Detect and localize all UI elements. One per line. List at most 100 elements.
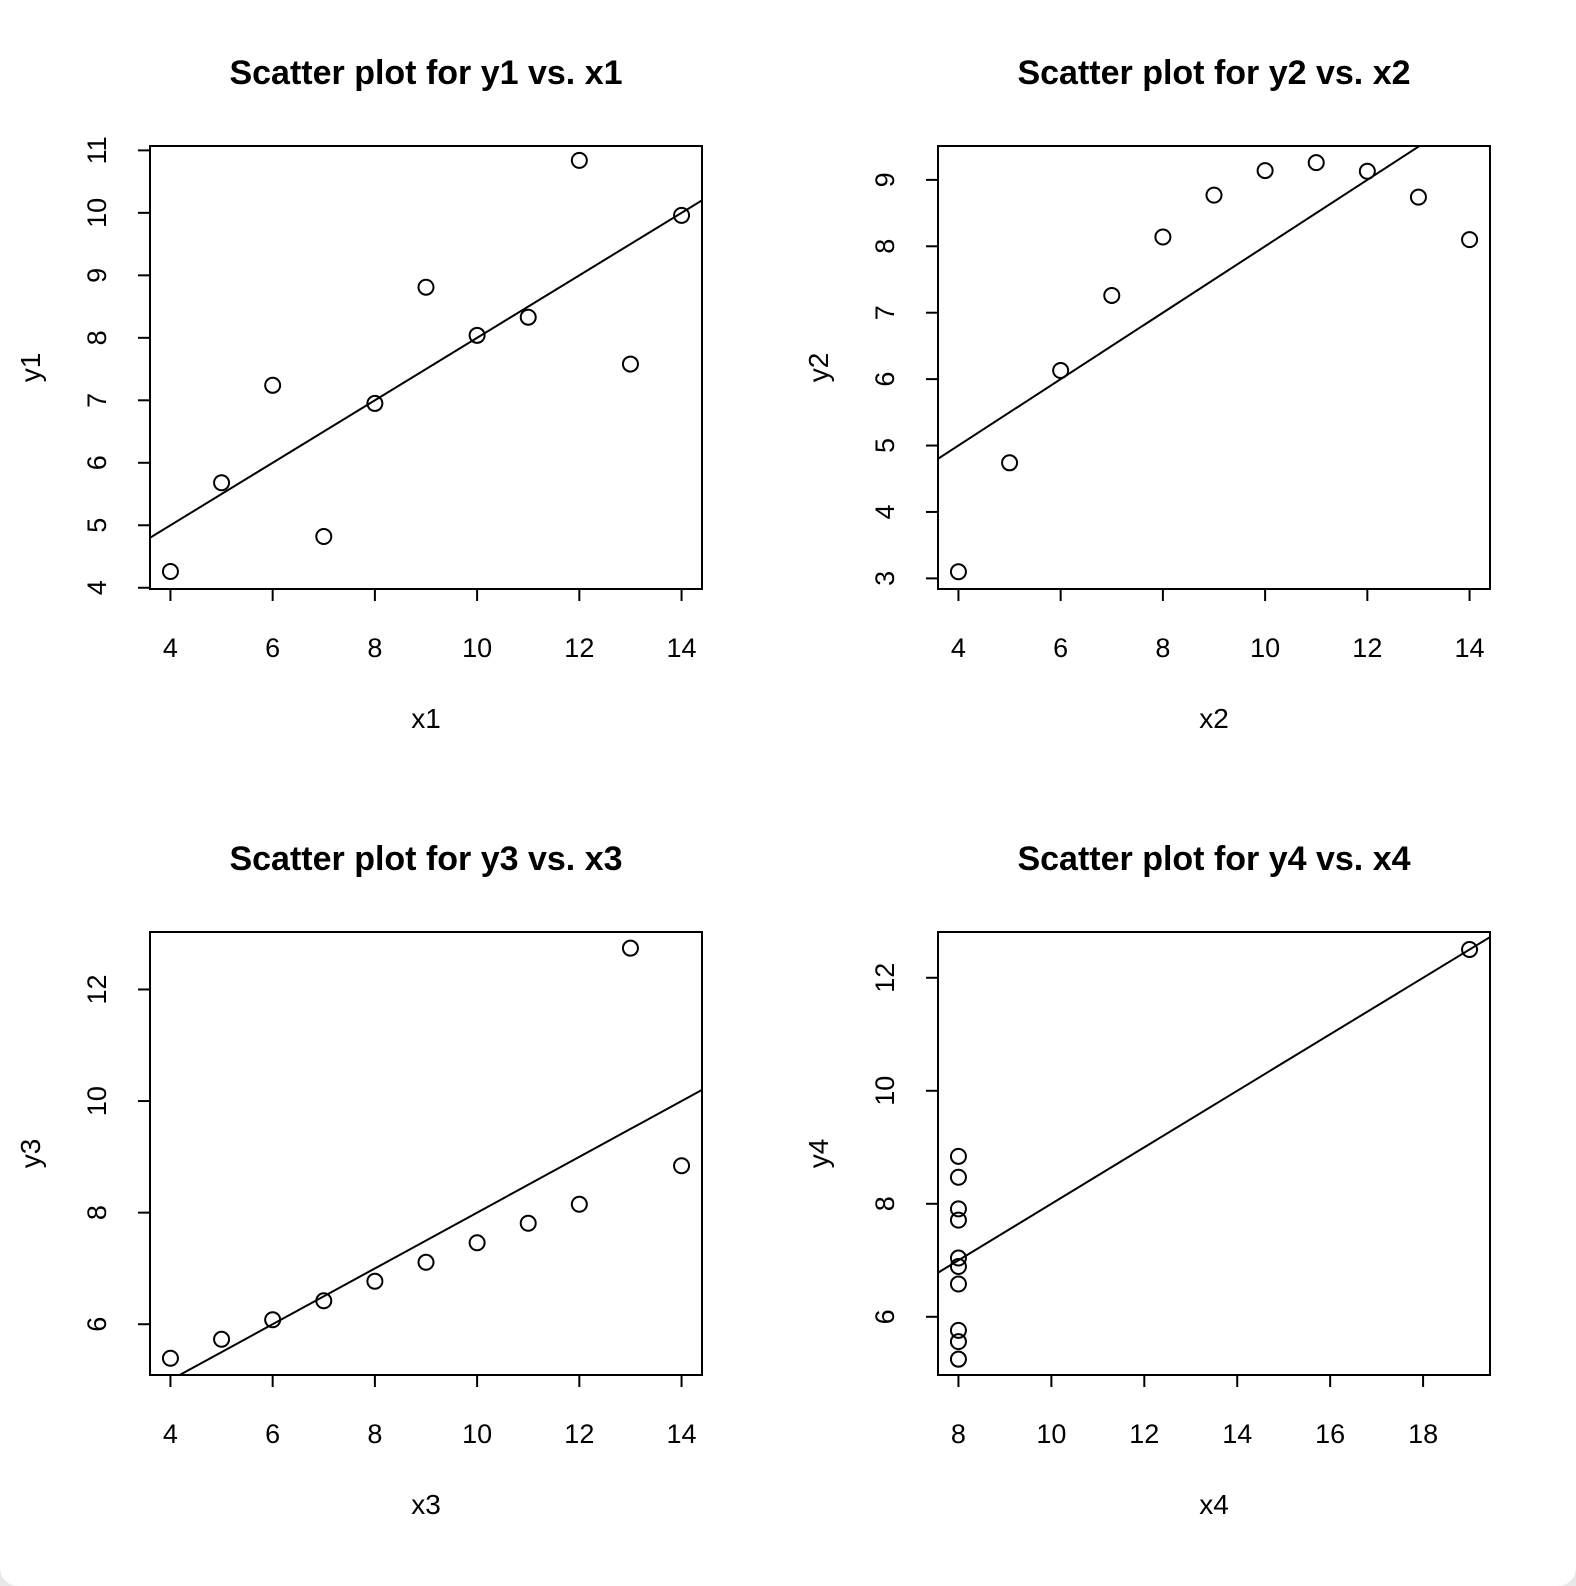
data-point xyxy=(1461,231,1479,249)
x-tick-label: 10 xyxy=(1250,633,1280,663)
data-point xyxy=(949,1211,967,1229)
data-point xyxy=(949,1333,967,1351)
data-point xyxy=(213,474,231,492)
chart-title: Scatter plot for y4 vs. x4 xyxy=(1017,840,1410,878)
data-point xyxy=(949,1147,967,1165)
data-point xyxy=(468,326,486,344)
data-point xyxy=(949,1249,967,1267)
regression-line xyxy=(177,1089,702,1375)
data-point xyxy=(1001,454,1019,472)
plot-frame xyxy=(149,145,703,590)
y-tick-label: 10 xyxy=(870,1076,900,1106)
x-tick-label: 4 xyxy=(951,633,966,663)
regression-line xyxy=(938,146,1422,460)
data-point xyxy=(519,1214,537,1232)
scatter-panel-3: Scatter plot for y3 vs. x3 4 6 8 10 12 14 6 8 10 1… xyxy=(15,840,703,1520)
y-axis-label: y4 xyxy=(803,1139,834,1169)
y-tick-label: 8 xyxy=(870,1196,900,1211)
data-point xyxy=(570,151,588,169)
x-tick-label: 14 xyxy=(1222,1419,1252,1449)
x-tick-label: 12 xyxy=(1352,633,1382,663)
x-axis-label: x1 xyxy=(411,703,441,734)
y-tick-label: 10 xyxy=(82,198,112,228)
x-tick-label: 14 xyxy=(1455,633,1485,663)
x-tick-label: 10 xyxy=(1036,1419,1066,1449)
data-point xyxy=(417,1253,435,1271)
data-point xyxy=(949,1200,967,1218)
chart-title: Scatter plot for y3 vs. x3 xyxy=(229,840,622,878)
data-point xyxy=(621,939,639,957)
data-point xyxy=(1205,186,1223,204)
x-axis-label: x2 xyxy=(1199,703,1229,734)
x-tick-label: 10 xyxy=(462,1419,492,1449)
x-tick-label: 10 xyxy=(462,633,492,663)
scatter-panel-2: Scatter plot for y2 vs. x2 4 6 8 10 12 14 3 4 5 6 7… xyxy=(803,54,1491,734)
regression-line xyxy=(938,936,1490,1274)
y-axis-label: y1 xyxy=(15,353,46,383)
scatter-panel-4: Scatter plot for y4 vs. x4 8 10 12 14 16 18 6 8 1… xyxy=(803,840,1491,1520)
data-point xyxy=(1052,361,1070,379)
y-tick-label: 12 xyxy=(870,963,900,993)
y-tick-label: 3 xyxy=(870,571,900,586)
data-point xyxy=(1461,941,1479,959)
y-tick-label: 11 xyxy=(82,136,112,164)
x-tick-label: 14 xyxy=(667,633,697,663)
x-axis-label: x3 xyxy=(411,1489,441,1520)
y-tick-label: 8 xyxy=(870,239,900,254)
data-point xyxy=(1409,188,1427,206)
x-tick-label: 12 xyxy=(564,633,594,663)
y-tick-label: 5 xyxy=(82,518,112,533)
x-tick-label: 8 xyxy=(951,1419,966,1449)
y-tick-label: 6 xyxy=(870,1309,900,1324)
data-point xyxy=(1103,286,1121,304)
y-tick-label: 4 xyxy=(82,580,112,595)
y-tick-label: 8 xyxy=(82,1205,112,1220)
regression-line xyxy=(150,199,702,539)
y-tick-label: 7 xyxy=(870,305,900,320)
chart-title: Scatter plot for y2 vs. x2 xyxy=(1017,54,1410,92)
data-point xyxy=(673,1157,691,1175)
data-point xyxy=(315,528,333,546)
plot-frame xyxy=(937,145,1491,590)
x-tick-label: 18 xyxy=(1408,1419,1438,1449)
data-point xyxy=(949,1258,967,1276)
data-point xyxy=(264,1311,282,1329)
y-axis-label: y3 xyxy=(15,1139,46,1169)
scatter-panel-1: Scatter plot for y1 vs. x1 4 6 8 10 12 14 4 5 6 7 8… xyxy=(15,54,703,734)
data-point xyxy=(1358,162,1376,180)
data-point xyxy=(468,1234,486,1252)
y-tick-label: 8 xyxy=(82,330,112,345)
x-tick-label: 16 xyxy=(1315,1419,1345,1449)
data-point xyxy=(949,563,967,581)
data-point xyxy=(1307,154,1325,172)
y-tick-label: 6 xyxy=(82,1317,112,1332)
y-tick-label: 4 xyxy=(870,504,900,519)
x-tick-label: 6 xyxy=(265,633,280,663)
x-tick-label: 4 xyxy=(163,633,178,663)
data-point xyxy=(1256,162,1274,180)
x-tick-label: 8 xyxy=(1155,633,1170,663)
data-point xyxy=(1154,228,1172,246)
data-point xyxy=(673,206,691,224)
data-point xyxy=(213,1330,231,1348)
data-point xyxy=(621,355,639,373)
data-point xyxy=(519,308,537,326)
x-axis-label: x4 xyxy=(1199,1489,1229,1520)
data-point xyxy=(949,1321,967,1339)
x-tick-label: 12 xyxy=(1129,1419,1159,1449)
y-tick-label: 10 xyxy=(82,1086,112,1116)
data-point xyxy=(161,1349,179,1367)
chart-title: Scatter plot for y1 vs. x1 xyxy=(229,54,622,92)
y-tick-label: 7 xyxy=(82,393,112,408)
x-tick-label: 8 xyxy=(367,1419,382,1449)
x-tick-label: 6 xyxy=(1053,633,1068,663)
y-tick-label: 12 xyxy=(82,974,112,1004)
x-tick-label: 6 xyxy=(265,1419,280,1449)
y-tick-label: 6 xyxy=(82,455,112,470)
x-tick-label: 12 xyxy=(564,1419,594,1449)
data-point xyxy=(366,1272,384,1290)
data-point xyxy=(417,278,435,296)
data-point xyxy=(161,563,179,581)
y-tick-label: 9 xyxy=(82,268,112,283)
